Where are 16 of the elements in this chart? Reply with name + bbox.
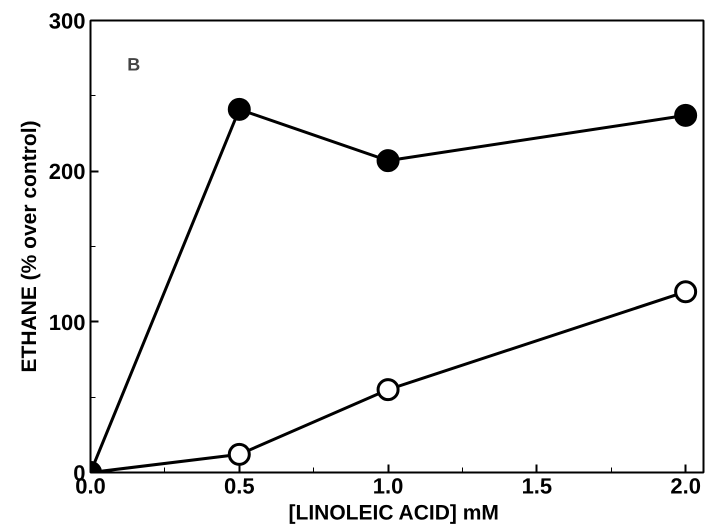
point bbox=[376, 378, 400, 402]
point bbox=[228, 98, 251, 121]
x-tick-label: 1.5 bbox=[522, 474, 552, 498]
point bbox=[674, 280, 698, 304]
point bbox=[376, 149, 400, 172]
point bbox=[674, 104, 698, 127]
x-axis-title: [LINOLEIC ACID] mM bbox=[288, 502, 499, 524]
y-tick-label: 200 bbox=[48, 159, 86, 184]
y-tick-label: 100 bbox=[48, 310, 86, 335]
point bbox=[228, 442, 251, 466]
y-tick-label: 300 bbox=[48, 8, 86, 34]
x-tick-label: 2.0 bbox=[670, 474, 701, 498]
y-axis-title: ETHANE (% over control) bbox=[18, 120, 41, 373]
x-tick-label: 0.5 bbox=[224, 474, 255, 498]
annotation: B bbox=[127, 54, 140, 75]
x-tick-label: 1.0 bbox=[372, 474, 404, 498]
